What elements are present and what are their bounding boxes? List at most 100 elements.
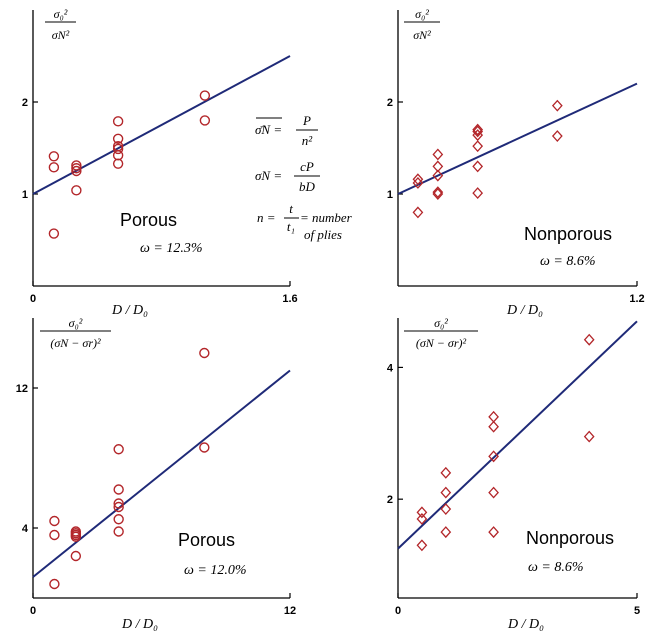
eq3-rhs2: of plies	[304, 227, 342, 242]
x-tick-label: 0	[30, 293, 36, 305]
y-label-numerator: σ₀²	[434, 316, 448, 330]
x-axis-label: D / D₀	[121, 617, 158, 632]
data-point	[551, 130, 563, 143]
data-point	[440, 526, 452, 539]
eq1-lhs: σ̄N =	[255, 122, 282, 137]
data-point	[113, 526, 124, 537]
x-tick-label: 5	[634, 605, 640, 617]
eq3-rhs: = number	[300, 210, 353, 225]
data-point	[440, 466, 452, 479]
data-point	[71, 160, 82, 171]
data-point	[113, 498, 124, 509]
data-point	[416, 506, 428, 519]
data-point	[199, 347, 210, 359]
equation-block: σ̄N = P n² σN = cP bD n = t t₁ = number …	[255, 113, 353, 242]
y-tick-label: 1	[22, 189, 28, 201]
omega-label: ω = 12.0%	[184, 563, 247, 578]
data-point	[416, 512, 428, 525]
data-point	[49, 515, 60, 527]
y-tick-label: 2	[387, 494, 393, 506]
data-point	[416, 539, 428, 552]
y-label-numerator: σ₀²	[54, 7, 68, 21]
eq1-num: P	[302, 113, 311, 128]
y-tick-label: 12	[16, 383, 28, 395]
data-point	[412, 173, 424, 186]
y-tick-label: 1	[387, 189, 393, 201]
panel-label: Nonporous	[526, 528, 614, 548]
data-point	[440, 486, 452, 499]
data-point	[112, 140, 124, 152]
data-point	[112, 158, 124, 169]
omega-label: ω = 8.6%	[528, 560, 584, 575]
data-point	[472, 187, 484, 200]
eq3-den: t₁	[287, 219, 295, 234]
data-point	[48, 228, 60, 239]
data-point	[432, 148, 444, 161]
data-point	[112, 143, 124, 155]
data-point	[583, 333, 595, 346]
y-tick-label: 4	[22, 523, 29, 535]
x-axis-label: D / D₀	[506, 303, 543, 318]
x-tick-label: 1.2	[629, 293, 644, 305]
y-tick-label: 4	[387, 362, 394, 374]
panel-1: 1 2 0 1.6 σ₀² σN² D / D₀ Porous ω = 12.3%	[22, 7, 298, 318]
data-point	[199, 115, 211, 126]
omega-label: ω = 8.6%	[540, 254, 596, 269]
data-point	[71, 163, 82, 174]
data-point	[112, 133, 124, 145]
data-point	[488, 450, 499, 463]
eq3-num: t	[289, 201, 293, 216]
data-point	[113, 484, 124, 495]
data-point	[49, 578, 60, 590]
data-point	[472, 160, 484, 173]
omega-label: ω = 12.3%	[140, 241, 203, 256]
panel-label: Porous	[120, 210, 177, 230]
y-label-denominator: (σN − σr)²	[416, 336, 467, 350]
x-tick-label: 0	[30, 605, 36, 617]
data-point	[551, 99, 563, 112]
data-point	[48, 162, 60, 173]
fit-line	[397, 82, 638, 195]
data-point	[49, 529, 60, 541]
data-point	[472, 123, 484, 136]
data-point	[488, 410, 499, 423]
data-point	[472, 125, 484, 138]
data-point	[112, 116, 124, 127]
eq2-den: bD	[299, 179, 316, 194]
data-point	[488, 526, 499, 539]
data-point	[113, 501, 124, 513]
data-point	[199, 90, 211, 101]
data-point	[48, 151, 60, 162]
x-tick-label: 12	[284, 605, 296, 617]
data-point	[432, 169, 444, 182]
panel-3: 4 12 0 12 σ₀² (σN − σr)² D / D₀ Porous ω = 12.0%	[16, 316, 296, 632]
eq2-lhs: σN =	[255, 168, 282, 183]
y-label-numerator: σ₀²	[69, 316, 83, 330]
panel-label: Nonporous	[524, 224, 612, 244]
data-point	[71, 185, 82, 196]
eq3-lhs: n =	[257, 210, 276, 225]
fit-line	[397, 320, 638, 550]
y-label-denominator: (σN − σr)²	[50, 336, 101, 350]
data-point	[432, 188, 444, 200]
y-label-numerator: σ₀²	[415, 7, 429, 21]
data-point	[432, 160, 444, 173]
fit-line	[32, 55, 291, 195]
y-label-denominator: σN²	[413, 28, 431, 42]
data-point	[583, 430, 595, 443]
x-axis-label: D / D₀	[507, 617, 544, 632]
eq1-den: n²	[302, 133, 314, 148]
panel-label: Porous	[178, 530, 235, 550]
data-point	[432, 186, 444, 199]
data-point	[113, 514, 124, 525]
y-tick-label: 2	[22, 97, 28, 109]
y-tick-label: 2	[387, 97, 393, 109]
data-point	[472, 140, 484, 153]
panel-4: 2 4 0 5 σ₀² (σN − σr)² D / D₀ Nonporous ω = 8.6%	[387, 316, 640, 632]
x-tick-label: 1.6	[282, 293, 297, 305]
data-point	[440, 503, 452, 516]
data-point	[70, 526, 82, 537]
x-tick-label: 0	[395, 605, 401, 617]
